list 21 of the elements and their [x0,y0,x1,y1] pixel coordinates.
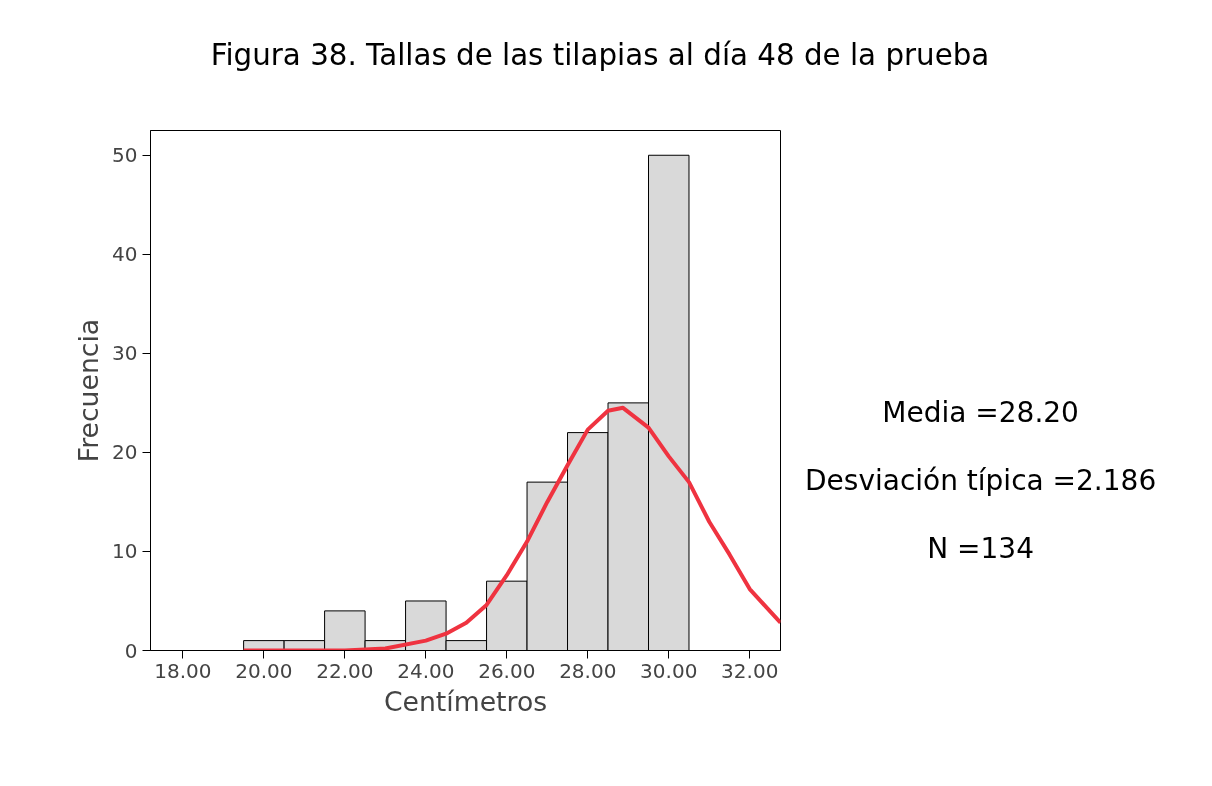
text: Desviación típica =2.186 [805,463,1157,499]
x-tick-label: 32.00 [721,658,779,683]
x-axis-title: Centímetros [383,685,548,717]
x-tick-label: 22.00 [316,658,374,683]
y-tick-label: 30 [112,341,138,366]
x-tick-label: 26.00 [478,658,536,683]
x-tick-label: 20.00 [235,658,293,683]
x-tick-label: 30.00 [640,658,698,683]
text: N =134 [926,531,1035,567]
y-tick-label: 40 [112,242,138,267]
text: Media =28.20 [881,395,1080,431]
y-axis-title: Frecuencia [73,318,105,463]
y-tick-label: 10 [112,539,138,564]
x-tick-label: 18.00 [154,658,212,683]
x-tick-label: 24.00 [397,658,455,683]
line-series [241,405,781,651]
y-tick-label: 50 [112,143,138,168]
x-tick-label: 28.00 [559,658,617,683]
y-tick-label: 0 [124,638,138,663]
y-tick-label: 20 [112,440,138,465]
chart-title: Figura 38. Tallas de las tilapias al día 48 de la prueba [210,37,990,74]
